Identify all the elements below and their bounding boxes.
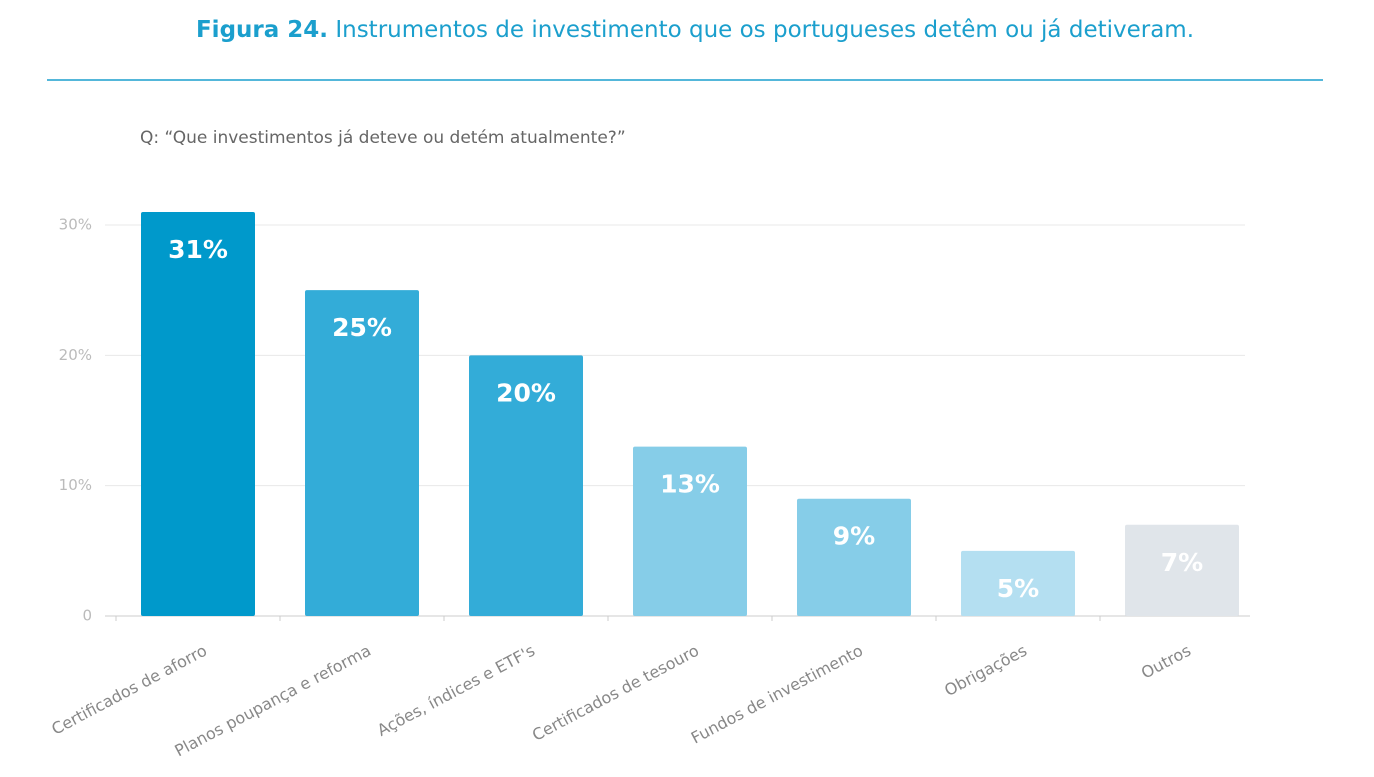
bar [141, 211, 255, 616]
value-label: 25% [332, 313, 392, 342]
title-label: Figura 24. [196, 17, 328, 43]
value-label: 9% [833, 522, 875, 551]
title-text: Instrumentos de investimento que os port… [335, 17, 1194, 43]
value-label: 5% [997, 574, 1039, 603]
value-label: 7% [1161, 548, 1203, 577]
x-tick-label: Certificados de tesouro [529, 641, 702, 745]
x-tick-label: Certificados de aforro [48, 641, 210, 739]
x-tick-label: Outros [1138, 641, 1194, 683]
value-label: 13% [660, 470, 720, 499]
bar [797, 498, 911, 616]
y-tick-label: 30% [59, 216, 92, 234]
value-label: 20% [496, 378, 556, 407]
x-tick-label: Ações, índices e ETF's [374, 641, 538, 740]
value-label: 31% [168, 235, 228, 264]
bar [961, 550, 1075, 616]
chart-title: Figura 24. Instrumentos de investimento … [196, 17, 1194, 43]
y-tick-label: 0 [82, 607, 92, 625]
bar [469, 355, 583, 616]
bar [633, 446, 747, 616]
subtitle: Q: “Que investimentos já deteve ou detém… [140, 128, 626, 148]
x-tick-label: Obrigações [941, 641, 1030, 700]
x-tick-label: Fundos de investimento [688, 641, 866, 748]
y-tick-label: 10% [59, 476, 92, 494]
bar [305, 290, 419, 616]
y-tick-label: 20% [59, 346, 92, 364]
bar [1125, 524, 1239, 616]
